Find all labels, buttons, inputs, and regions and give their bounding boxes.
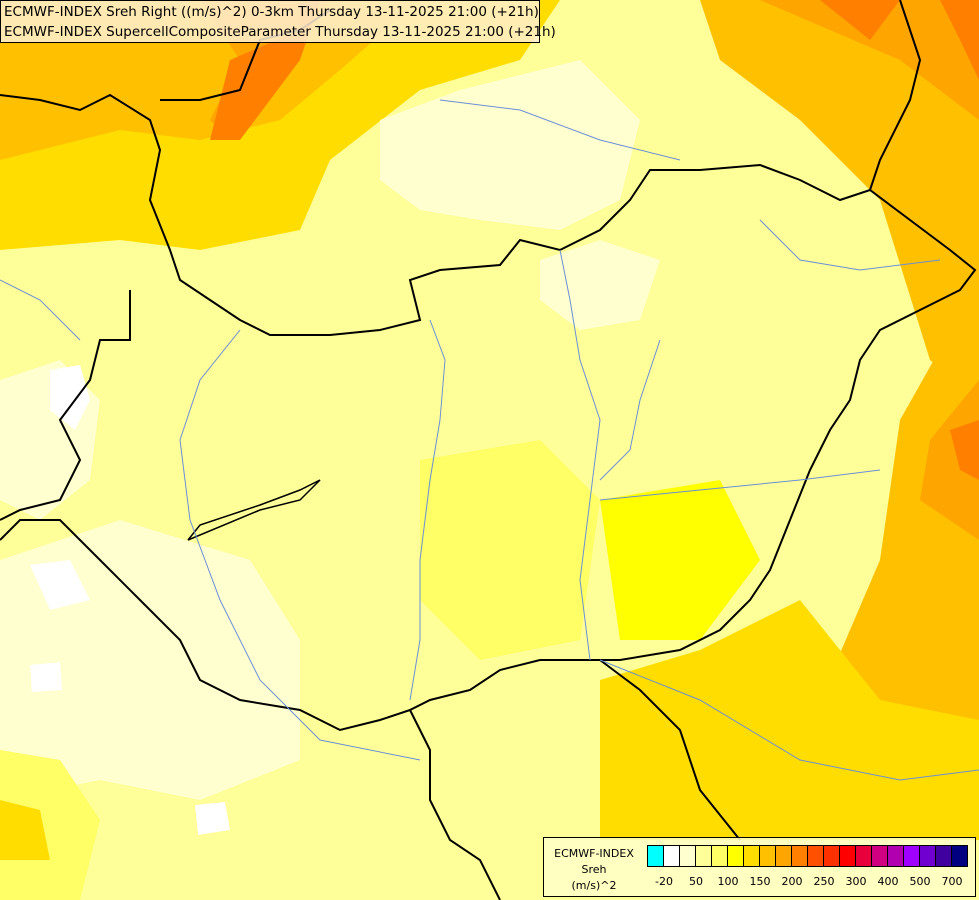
map-title-box: ECMWF-INDEX Sreh Right ((m/s)^2) 0-3km T… [0, 0, 556, 43]
legend-variable: Sreh [581, 863, 607, 876]
legend-swatch [712, 846, 728, 866]
legend-label: 50 [689, 875, 703, 888]
legend-label: 150 [749, 875, 771, 888]
legend-model: ECMWF-INDEX [554, 847, 634, 860]
legend-swatch [808, 846, 824, 866]
legend-swatch [904, 846, 920, 866]
legend-swatch [840, 846, 856, 866]
legend-swatch [664, 846, 680, 866]
legend-swatch [952, 846, 967, 866]
title-line-sreh: ECMWF-INDEX Sreh Right ((m/s)^2) 0-3km T… [4, 4, 539, 20]
legend-color-bar [647, 845, 968, 867]
legend-swatch [760, 846, 776, 866]
legend-swatch [872, 846, 888, 866]
legend-swatch [648, 846, 664, 866]
legend-swatch [936, 846, 952, 866]
legend-swatch [920, 846, 936, 866]
legend-label: 500 [909, 875, 931, 888]
legend-label: 200 [781, 875, 803, 888]
legend-swatch [696, 846, 712, 866]
legend-swatch [888, 846, 904, 866]
legend-unit: (m/s)^2 [571, 879, 617, 892]
legend-swatch [744, 846, 760, 866]
legend-swatch [824, 846, 840, 866]
legend-label: 300 [845, 875, 867, 888]
legend-swatch [728, 846, 744, 866]
legend-label: 400 [877, 875, 899, 888]
legend-swatch [776, 846, 792, 866]
legend-label: 700 [941, 875, 963, 888]
legend-label: -20 [655, 875, 673, 888]
title-line-scp: ECMWF-INDEX SupercellCompositeParameter … [4, 24, 556, 40]
legend-label: 250 [813, 875, 835, 888]
legend-swatch [680, 846, 696, 866]
legend-title: ECMWF-INDEX Sreh (m/s)^2 [546, 846, 642, 894]
rivers [0, 99, 979, 781]
legend-label: 100 [717, 875, 739, 888]
legend-swatch [792, 846, 808, 866]
color-legend: ECMWF-INDEX Sreh (m/s)^2 -20 50 100 150 200 2… [543, 837, 976, 897]
legend-swatch [856, 846, 872, 866]
